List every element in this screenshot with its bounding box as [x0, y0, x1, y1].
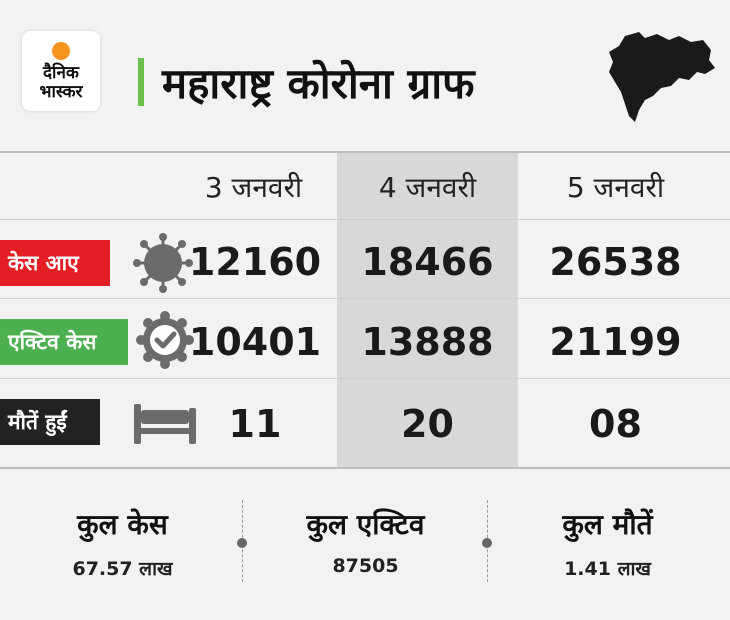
page-title: महाराष्ट्र कोरोना ग्राफ — [162, 59, 475, 108]
title-accent-bar — [138, 58, 144, 106]
total-cases-label: कुल केस — [77, 508, 168, 541]
active-day2: 13888 — [361, 320, 494, 364]
brand-logo: दैनिक भास्कर — [22, 31, 100, 111]
column-header-1: 3 जनवरी — [204, 171, 303, 204]
column-header-2: 4 जनवरी — [378, 171, 477, 204]
row-divider — [0, 378, 730, 379]
table-bottom-rule — [0, 467, 730, 469]
brand-line1: दैनिक — [43, 63, 79, 83]
deaths-day2: 20 — [401, 402, 454, 446]
total-deaths: कुल मौतें 1.41 लाख — [485, 505, 730, 581]
total-deaths-label: कुल मौतें — [562, 508, 653, 541]
total-cases-value: 67.57 लाख — [72, 558, 173, 580]
cases-day2: 18466 — [361, 240, 494, 284]
cases-day3: 26538 — [549, 240, 682, 284]
row-divider — [0, 298, 730, 299]
total-active-value: 87505 — [332, 555, 399, 577]
total-active-label: कुल एक्टिव — [306, 508, 425, 541]
check-badge-icon — [136, 311, 194, 369]
brand-line2: भास्कर — [39, 82, 83, 102]
divider-dot — [482, 538, 492, 548]
maharashtra-map-icon — [609, 32, 715, 122]
active-day3: 21199 — [549, 320, 682, 364]
row-label-active: एक्टिव केस — [0, 319, 128, 365]
virus-icon — [133, 233, 193, 293]
row-divider — [0, 219, 730, 220]
table-top-rule — [0, 151, 730, 153]
highlight-column — [337, 152, 518, 468]
active-day1: 10401 — [188, 320, 322, 364]
deaths-day1: 11 — [228, 402, 282, 446]
sun-icon — [52, 42, 70, 60]
row-label-deaths: मौतें हुईं — [0, 399, 100, 445]
total-deaths-value: 1.41 लाख — [564, 558, 651, 580]
column-header-3: 5 जनवरी — [566, 171, 665, 204]
cases-day1: 12160 — [188, 240, 322, 284]
divider-dot — [237, 538, 247, 548]
total-cases: कुल केस 67.57 लाख — [0, 505, 245, 581]
total-active: कुल एक्टिव 87505 — [243, 505, 488, 577]
row-label-cases: केस आए — [0, 240, 110, 286]
deaths-day3: 08 — [589, 402, 642, 446]
bed-icon — [134, 404, 196, 444]
